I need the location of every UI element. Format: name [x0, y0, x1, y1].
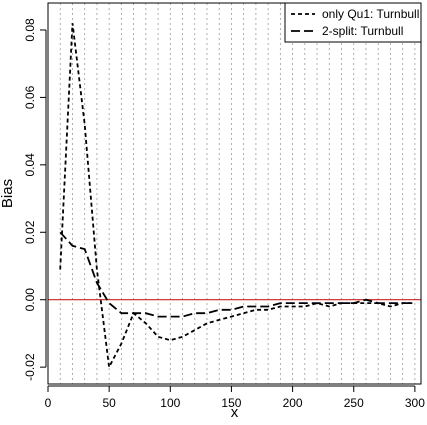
x-tick-label: 300	[405, 396, 425, 410]
y-axis-label: Bias	[0, 179, 16, 208]
y-tick-label: -0.02	[23, 353, 37, 381]
x-tick-label: 50	[102, 396, 116, 410]
y-tick-label: 0.02	[23, 220, 37, 244]
x-tick-label: 0	[45, 396, 52, 410]
legend: only Qu1: Turnbull 2-split: Turnbull	[284, 2, 422, 43]
x-tick-label: 150	[221, 396, 241, 410]
legend-label-only-qu1: only Qu1: Turnbull	[322, 7, 419, 21]
x-tick-label: 250	[344, 396, 364, 410]
series-layer	[59, 23, 415, 371]
y-tick-label: 0.04	[23, 153, 37, 177]
y-axis: -0.02 0.00 0.02 0.04 0.06 0.08	[23, 18, 47, 381]
y-tick-label: 0.06	[23, 85, 37, 109]
series-line-2-split	[59, 231, 415, 318]
plot-frame	[47, 2, 422, 385]
x-tick-label: 200	[283, 396, 303, 410]
vertical-dotted-lines	[59, 3, 416, 384]
x-axis: 0 50 100 150 200 250 300	[45, 385, 425, 410]
series-line-only-qu1	[59, 23, 415, 371]
x-tick-label: 100	[160, 396, 180, 410]
x-axis-label: x	[231, 404, 239, 421]
y-tick-label: 0.00	[23, 288, 37, 312]
legend-box	[284, 2, 422, 43]
legend-label-2-split: 2-split: Turnbull	[322, 24, 403, 38]
y-tick-label: 0.08	[23, 18, 37, 42]
